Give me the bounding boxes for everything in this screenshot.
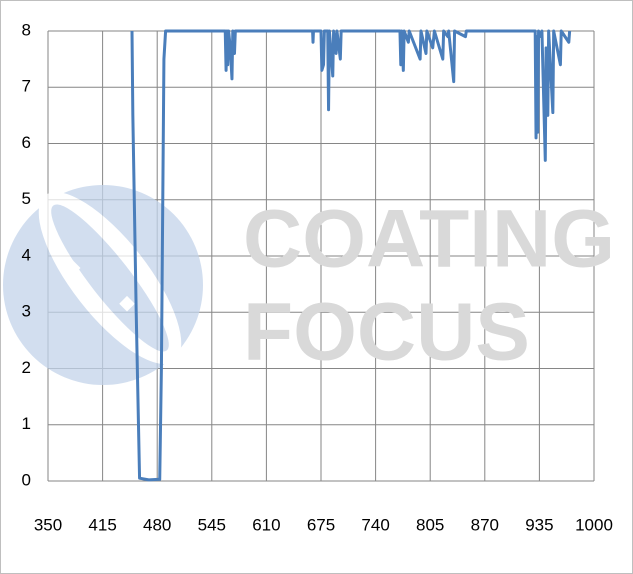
x-tick-label: 415 [88, 515, 116, 534]
y-tick-label: 4 [22, 245, 31, 264]
watermark-logo [3, 185, 203, 385]
y-tick-label: 1 [22, 414, 31, 433]
logo-dot [119, 295, 135, 312]
x-tick-label: 740 [361, 515, 389, 534]
x-tick-label: 805 [416, 515, 444, 534]
y-tick-label: 0 [22, 470, 31, 489]
x-tick-label: 350 [34, 515, 62, 534]
y-tick-label: 2 [22, 358, 31, 377]
watermark-text: COATING [243, 194, 615, 285]
y-tick-label: 8 [22, 20, 31, 39]
series-line [130, 29, 572, 482]
tick-labels: 0 1 2 3 4 5 6 7 8 350 415 480 545 610 675 740 805 870 935 1… [22, 20, 613, 534]
x-tick-label: 1000 [575, 515, 613, 534]
x-tick-label: 870 [471, 515, 499, 534]
y-tick-label: 5 [22, 189, 31, 208]
y-tick-label: 6 [22, 133, 31, 152]
x-tick-label: 545 [198, 515, 226, 534]
x-tick-label: 610 [252, 515, 280, 534]
x-tick-label: 935 [525, 515, 553, 534]
x-tick-label: 480 [143, 515, 171, 534]
logo-dot [63, 259, 81, 277]
watermark-text: FOCUS [243, 287, 530, 378]
y-tick-label: 3 [22, 302, 31, 321]
y-tick-label: 7 [22, 77, 31, 96]
plot [130, 29, 572, 482]
logo-inner [51, 204, 169, 352]
x-tick-label: 675 [307, 515, 335, 534]
